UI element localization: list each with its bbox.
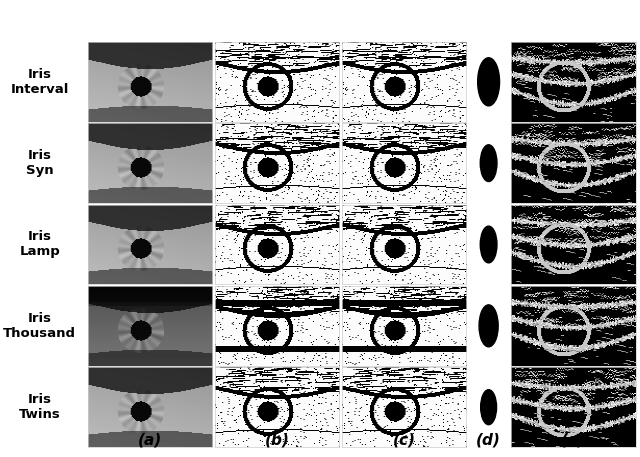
- Ellipse shape: [481, 390, 497, 425]
- Text: Iris
Twins: Iris Twins: [19, 393, 61, 421]
- Ellipse shape: [477, 58, 500, 106]
- Text: Iris
Thousand: Iris Thousand: [3, 312, 76, 340]
- Text: (d): (d): [476, 432, 501, 447]
- Text: Iris
Interval: Iris Interval: [10, 68, 69, 96]
- Text: (b): (b): [264, 432, 289, 447]
- Text: (a): (a): [138, 432, 162, 447]
- Ellipse shape: [480, 226, 497, 263]
- Text: Iris
Lamp: Iris Lamp: [19, 230, 60, 259]
- Text: Iris
Syn: Iris Syn: [26, 149, 54, 177]
- Text: (c): (c): [392, 432, 415, 447]
- Ellipse shape: [479, 305, 498, 347]
- Ellipse shape: [480, 145, 497, 181]
- Text: (e): (e): [561, 432, 586, 447]
